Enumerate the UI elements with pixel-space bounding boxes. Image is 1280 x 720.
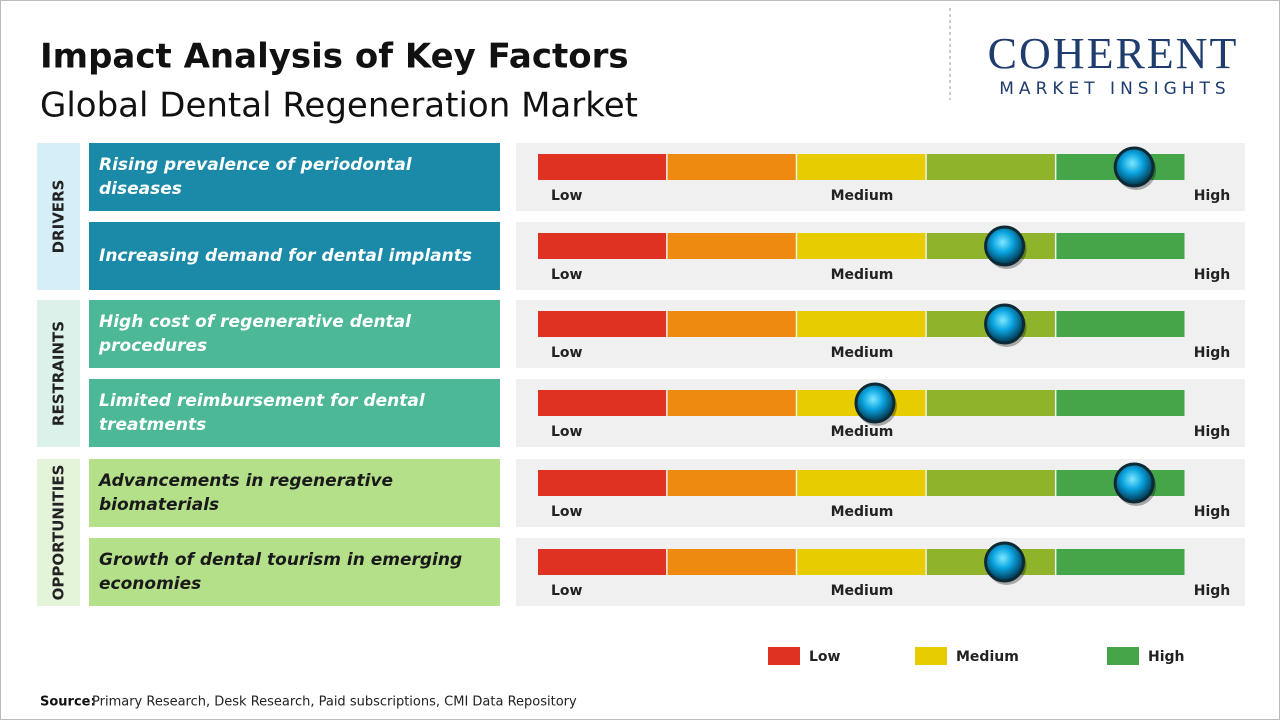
factor-box (89, 379, 500, 447)
scale-label: Low (551, 267, 583, 283)
impact-knob (984, 225, 1026, 267)
factor-box (89, 538, 500, 606)
scale-label: Medium (831, 188, 894, 204)
gauge-segment (538, 390, 667, 416)
gauge-segment (926, 154, 1055, 180)
impact-knob (1113, 462, 1155, 504)
factor-label-box: Rising prevalence of periodontal disease… (99, 155, 412, 199)
scale-label: High (1194, 504, 1231, 520)
scale-label: Low (551, 424, 583, 440)
scale-label: Low (551, 504, 583, 520)
gauge-segment (667, 549, 796, 575)
group-name: RESTRAINTS (50, 321, 68, 426)
group-side (37, 300, 80, 447)
scale-label: Low (551, 188, 583, 204)
scale-label: Medium (831, 583, 894, 599)
gauge-segment (667, 154, 796, 180)
factor-label: Growth of dental tourism in emerging eco… (99, 550, 463, 594)
scale-label: Low (551, 345, 583, 361)
scale-label: High (1194, 267, 1231, 283)
scale-label: High (1194, 583, 1231, 599)
legend-label: Low (809, 649, 841, 665)
gauge-segment (797, 470, 926, 496)
group-side (37, 143, 80, 290)
gauge-segment (538, 470, 667, 496)
gauge-segment (1056, 549, 1185, 575)
impact-knob (1113, 146, 1155, 188)
factor-label: High cost of regenerative dental procedu… (99, 312, 411, 356)
title: Impact Analysis of Key Factors (40, 37, 629, 77)
legend-swatch (915, 647, 947, 665)
scale-label: Medium (831, 267, 894, 283)
factor-box (89, 300, 500, 368)
legend-label: Medium (956, 649, 1019, 665)
factor-label-box: Increasing demand for dental implants (99, 246, 472, 266)
gauge-segment (1056, 390, 1185, 416)
scale-label: Low (551, 583, 583, 599)
factor-label-box: Advancements in regenerative biomaterial… (99, 471, 394, 515)
scale-label: Medium (831, 504, 894, 520)
impact-knob (854, 382, 896, 424)
gauge-segment (797, 233, 926, 259)
gauge-segment (797, 154, 926, 180)
legend-swatch (768, 647, 800, 665)
factor-label-box: Growth of dental tourism in emerging eco… (99, 550, 463, 594)
gauge-segment (538, 154, 667, 180)
gauge-segment (667, 233, 796, 259)
group-name: OPPORTUNITIES (50, 465, 68, 601)
factor-label-box: High cost of regenerative dental procedu… (99, 312, 411, 356)
gauge-segment (1056, 311, 1185, 337)
gauge-segment (926, 390, 1055, 416)
gauge-segment (538, 549, 667, 575)
gauge-segment (1056, 233, 1185, 259)
gauge-segment (667, 311, 796, 337)
factor-box (89, 459, 500, 527)
group-name: DRIVERS (50, 180, 68, 254)
gauge-segment (667, 470, 796, 496)
gauge-segment (538, 233, 667, 259)
impact-knob (984, 303, 1026, 345)
legend-swatch (1107, 647, 1139, 665)
factor-label: Limited reimbursement for dental treatme… (99, 391, 425, 435)
gauge-segment (538, 311, 667, 337)
scale-label: High (1194, 424, 1231, 440)
gauge-segment (926, 470, 1055, 496)
factor-box (89, 143, 500, 211)
logo-tagline: MARKET INSIGHTS (999, 79, 1230, 99)
gauge-segment (667, 390, 796, 416)
factor-label-box: Limited reimbursement for dental treatme… (99, 391, 425, 435)
source-label: Source: (40, 695, 96, 710)
factor-label: Advancements in regenerative biomaterial… (99, 471, 394, 515)
subtitle: Global Dental Regeneration Market (40, 86, 638, 126)
gauge-segment (797, 311, 926, 337)
group-side (37, 459, 80, 606)
scale-label: High (1194, 345, 1231, 361)
source-text: Primary Research, Desk Research, Paid su… (92, 695, 577, 710)
scale-label: Medium (831, 424, 894, 440)
logo-name: COHERENT (988, 29, 1239, 78)
gauge-segment (797, 549, 926, 575)
factor-label: Rising prevalence of periodontal disease… (99, 155, 412, 199)
factor-label: Increasing demand for dental implants (99, 246, 472, 266)
factor-box (89, 222, 500, 290)
scale-label: Medium (831, 345, 894, 361)
scale-label: High (1194, 188, 1231, 204)
impact-knob (984, 541, 1026, 583)
legend-label: High (1148, 649, 1185, 665)
